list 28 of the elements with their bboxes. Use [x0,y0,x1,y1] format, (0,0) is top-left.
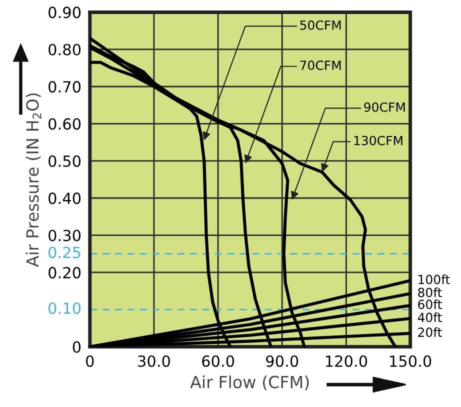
x-tick-label: 150.0 [390,355,432,367]
x-axis-title: Air Flow (CFM) [190,375,309,390]
y-tick-label: 0.40 [48,192,81,204]
series-label: 40ft [418,312,442,322]
annotation: 50CFM [300,20,341,30]
x-tick-label: 120.0 [326,355,368,367]
series-label: 80ft [418,288,442,298]
series-label: 60ft [418,299,442,310]
series-label: 20ft [418,327,442,338]
y-tick-label: 0.70 [48,81,81,93]
x-tick-label: 60.0 [202,355,234,367]
y-tick-label: 0.90 [48,6,81,18]
annotation: 130CFM [354,136,402,146]
y-tick-label: 0.20 [48,266,81,278]
series-label: 100ft [418,274,450,284]
ref-line-label: 0.25 [48,246,80,258]
y-tick-label: 0 [72,341,81,353]
annotation: 70CFM [300,60,341,70]
y-tick-label: 0.80 [48,44,81,56]
ref-line-label: 0.10 [48,302,81,314]
x-tick-label: 0 [86,355,94,367]
x-tick-label: 30.0 [138,355,170,367]
annotation: 90CFM [364,102,405,112]
y-tick-label: 0.60 [48,118,81,130]
y-tick-label: 0.50 [48,155,81,167]
y-axis-title: Air Pressure (IN H$_{2}$O) [26,93,42,267]
y-tick-label: 0.30 [48,230,81,242]
x-tick-label: 90.0 [266,355,298,367]
